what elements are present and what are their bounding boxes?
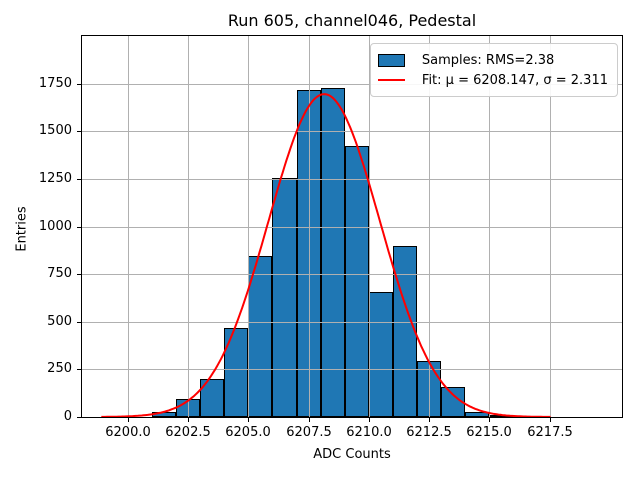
x-tick-label: 6200.0 xyxy=(105,425,151,440)
x-gridline xyxy=(248,36,249,417)
legend: Samples: RMS=2.38 Fit: μ = 6208.147, σ =… xyxy=(369,43,618,97)
x-tick xyxy=(128,418,129,422)
x-axis-label: ADC Counts xyxy=(313,447,391,462)
x-gridline xyxy=(369,36,370,417)
y-gridline xyxy=(82,322,622,323)
y-tick-label: 0 xyxy=(63,409,72,424)
y-tick-label: 1500 xyxy=(38,123,72,138)
x-tick xyxy=(309,418,310,422)
legend-row-fit: Fit: μ = 6208.147, σ = 2.311 xyxy=(377,70,608,90)
x-tick xyxy=(248,418,249,422)
y-tick xyxy=(77,227,81,228)
legend-samples-label: Samples: RMS=2.38 xyxy=(421,52,555,68)
x-tick-label: 6202.5 xyxy=(165,425,211,440)
y-gridline xyxy=(82,369,622,370)
x-tick xyxy=(369,418,370,422)
x-gridline xyxy=(128,36,129,417)
y-tick xyxy=(77,322,81,323)
y-tick-label: 750 xyxy=(47,266,72,281)
legend-row-samples: Samples: RMS=2.38 xyxy=(377,50,608,70)
x-tick-label: 6217.5 xyxy=(527,425,573,440)
y-tick xyxy=(77,274,81,275)
y-tick-label: 250 xyxy=(47,361,72,376)
x-gridline xyxy=(550,36,551,417)
x-gridline xyxy=(309,36,310,417)
x-tick xyxy=(550,418,551,422)
y-tick xyxy=(77,131,81,132)
y-tick-label: 1000 xyxy=(38,219,72,234)
histogram-bars-layer xyxy=(82,36,622,418)
y-tick xyxy=(77,369,81,370)
fit-curve xyxy=(101,93,551,417)
histogram-bar xyxy=(465,412,489,417)
chart-title: Run 605, channel046, Pedestal xyxy=(227,11,477,30)
x-tick xyxy=(188,418,189,422)
y-tick xyxy=(77,417,81,418)
x-tick-label: 6207.5 xyxy=(286,425,332,440)
histogram-bar xyxy=(272,178,297,417)
plot-area: Samples: RMS=2.38 Fit: μ = 6208.147, σ =… xyxy=(81,35,623,418)
x-tick-label: 6212.5 xyxy=(406,425,452,440)
histogram-bar xyxy=(345,146,369,417)
y-tick xyxy=(77,179,81,180)
x-gridline xyxy=(429,36,430,417)
y-tick xyxy=(77,84,81,85)
y-gridline xyxy=(82,179,622,180)
y-tick-label: 1750 xyxy=(38,76,72,91)
x-tick xyxy=(489,418,490,422)
y-gridline xyxy=(82,274,622,275)
x-tick xyxy=(429,418,430,422)
x-gridline xyxy=(188,36,189,417)
x-gridline xyxy=(489,36,490,417)
y-gridline xyxy=(82,227,622,228)
fit-curve-svg xyxy=(101,93,551,417)
legend-histogram-swatch xyxy=(377,53,405,67)
legend-fit-label: Fit: μ = 6208.147, σ = 2.311 xyxy=(421,72,608,88)
y-tick-label: 500 xyxy=(47,314,72,329)
y-gridline xyxy=(82,84,622,85)
y-tick-label: 1250 xyxy=(38,171,72,186)
x-tick-label: 6210.0 xyxy=(346,425,392,440)
x-tick-label: 6205.0 xyxy=(225,425,271,440)
legend-fit-line-swatch xyxy=(377,79,405,81)
x-tick-label: 6215.0 xyxy=(466,425,512,440)
histogram-bar xyxy=(321,88,345,417)
